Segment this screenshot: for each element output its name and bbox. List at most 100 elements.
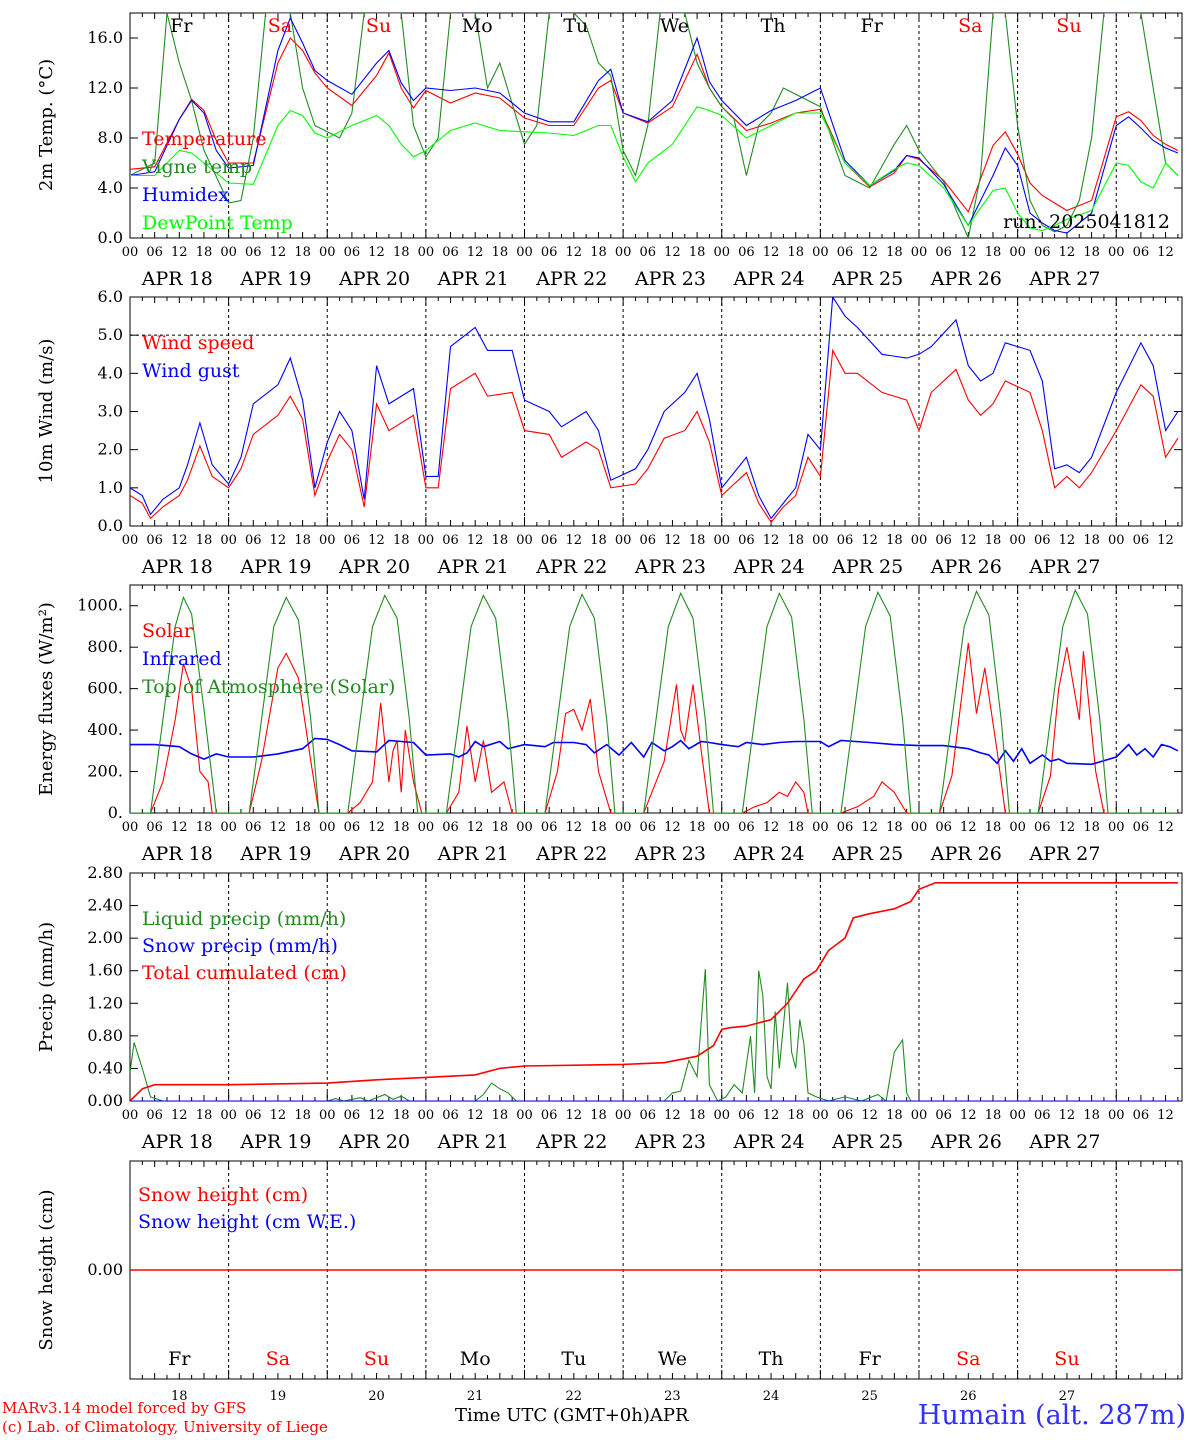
day-label: APR 23 [634, 1131, 706, 1153]
hour-tick-label: 18 [787, 533, 804, 548]
hour-tick-label: 18 [886, 820, 903, 835]
hour-tick-label: 00 [615, 245, 632, 260]
hour-tick-label: 00 [713, 820, 730, 835]
y-tick-label: 1.20 [87, 993, 123, 1012]
hour-tick-label: 00 [418, 533, 435, 548]
hour-tick-label: 00 [516, 533, 533, 548]
hour-tick-label: 12 [270, 820, 287, 835]
weekday-label: Sa [956, 1348, 980, 1370]
hour-tick-label: 12 [763, 820, 780, 835]
y-tick-label: 0.80 [87, 1026, 123, 1045]
hour-tick-label: 00 [1009, 533, 1026, 548]
hour-tick-label: 06 [541, 533, 558, 548]
hour-tick-label: 06 [640, 820, 657, 835]
day-label: APR 18 [141, 268, 213, 290]
series-line [130, 642, 1178, 813]
hour-tick-label: 18 [294, 1108, 311, 1123]
y-tick-label: 6.0 [98, 287, 123, 306]
day-number: 25 [861, 1389, 878, 1404]
hour-tick-label: 00 [812, 820, 829, 835]
day-label: APR 20 [338, 556, 410, 578]
hour-tick-label: 18 [1083, 245, 1100, 260]
hour-tick-label: 12 [566, 1108, 583, 1123]
day-label: APR 26 [930, 556, 1002, 578]
y-tick-label: 1000. [77, 596, 123, 615]
legend-entry: Vigne temp [141, 156, 252, 178]
hour-tick-label: 06 [1034, 245, 1051, 260]
hour-tick-label: 18 [590, 245, 607, 260]
hour-tick-label: 18 [393, 1108, 410, 1123]
day-number: 24 [763, 1389, 780, 1404]
day-label: APR 25 [831, 1131, 903, 1153]
series-line [130, 588, 1178, 813]
hour-tick-label: 18 [393, 245, 410, 260]
weekday-label: Sa [266, 1348, 290, 1370]
hour-tick-label: 06 [344, 533, 361, 548]
series-line [130, 37, 1179, 213]
hour-tick-label: 06 [344, 1108, 361, 1123]
hour-tick-label: 06 [245, 820, 262, 835]
hour-tick-label: 18 [689, 1108, 706, 1123]
hour-tick-label: 00 [1108, 820, 1125, 835]
hour-tick-label: 06 [442, 820, 459, 835]
hour-tick-label: 00 [615, 1108, 632, 1123]
y-tick-label: 12.0 [87, 78, 123, 97]
day-label: APR 22 [535, 556, 607, 578]
hour-tick-label: 00 [319, 245, 336, 260]
day-label: APR 23 [634, 843, 706, 865]
hour-tick-label: 06 [837, 1108, 854, 1123]
legend-entry: Snow precip (mm/h) [142, 935, 338, 957]
hour-tick-label: 12 [960, 820, 977, 835]
hour-tick-label: 00 [516, 245, 533, 260]
hour-tick-label: 06 [738, 820, 755, 835]
day-label: APR 19 [239, 843, 311, 865]
y-tick-label: 8.0 [98, 128, 123, 147]
hour-tick-label: 18 [590, 1108, 607, 1123]
day-label: APR 27 [1028, 843, 1100, 865]
hour-tick-label: 06 [245, 245, 262, 260]
hour-tick-label: 06 [640, 533, 657, 548]
hour-tick-label: 00 [1108, 1108, 1125, 1123]
y-tick-label: 1.0 [98, 478, 123, 497]
hour-tick-label: 06 [541, 245, 558, 260]
hour-tick-label: 00 [1009, 1108, 1026, 1123]
legend-entry: Liquid precip (mm/h) [142, 908, 346, 930]
hour-tick-label: 00 [713, 1108, 730, 1123]
day-label: APR 23 [634, 268, 706, 290]
hour-tick-label: 06 [837, 533, 854, 548]
hour-tick-label: 00 [911, 1108, 928, 1123]
day-number: 26 [960, 1389, 977, 1404]
hour-tick-label: 00 [615, 533, 632, 548]
weekday-label: Tu [563, 15, 588, 37]
y-tick-label: 4.0 [98, 178, 123, 197]
y-axis-label: 2m Temp. (°C) [36, 59, 57, 191]
model-credit-line-1: MARv3.14 model forced by GFS [2, 1399, 247, 1417]
hour-tick-label: 12 [664, 1108, 681, 1123]
hour-tick-label: 18 [985, 245, 1002, 260]
day-label: APR 23 [634, 556, 706, 578]
hour-tick-label: 18 [886, 1108, 903, 1123]
day-label: APR 19 [239, 1131, 311, 1153]
series-line [130, 737, 1179, 766]
hour-tick-label: 12 [467, 820, 484, 835]
y-tick-label: 2.00 [87, 928, 123, 947]
hour-tick-label: 06 [935, 1108, 952, 1123]
hour-tick-label: 12 [861, 533, 878, 548]
hour-tick-label: 00 [122, 533, 139, 548]
hour-tick-label: 12 [861, 245, 878, 260]
weekday-label: Tu [561, 1348, 586, 1370]
day-label: APR 20 [338, 1131, 410, 1153]
day-label: APR 18 [141, 1131, 213, 1153]
hour-tick-label: 12 [763, 533, 780, 548]
y-tick-label: 0.0 [98, 228, 123, 247]
hour-tick-label: 18 [196, 245, 213, 260]
y-tick-label: 16.0 [87, 28, 123, 47]
day-number: 20 [368, 1389, 385, 1404]
y-tick-label: 4.0 [98, 363, 123, 382]
hour-tick-label: 12 [1059, 820, 1076, 835]
day-label: APR 22 [535, 843, 607, 865]
hour-tick-label: 06 [146, 533, 163, 548]
weekday-label: Th [761, 15, 786, 37]
run-label: run: 2025041812 [1003, 211, 1170, 233]
hour-tick-label: 12 [368, 245, 385, 260]
